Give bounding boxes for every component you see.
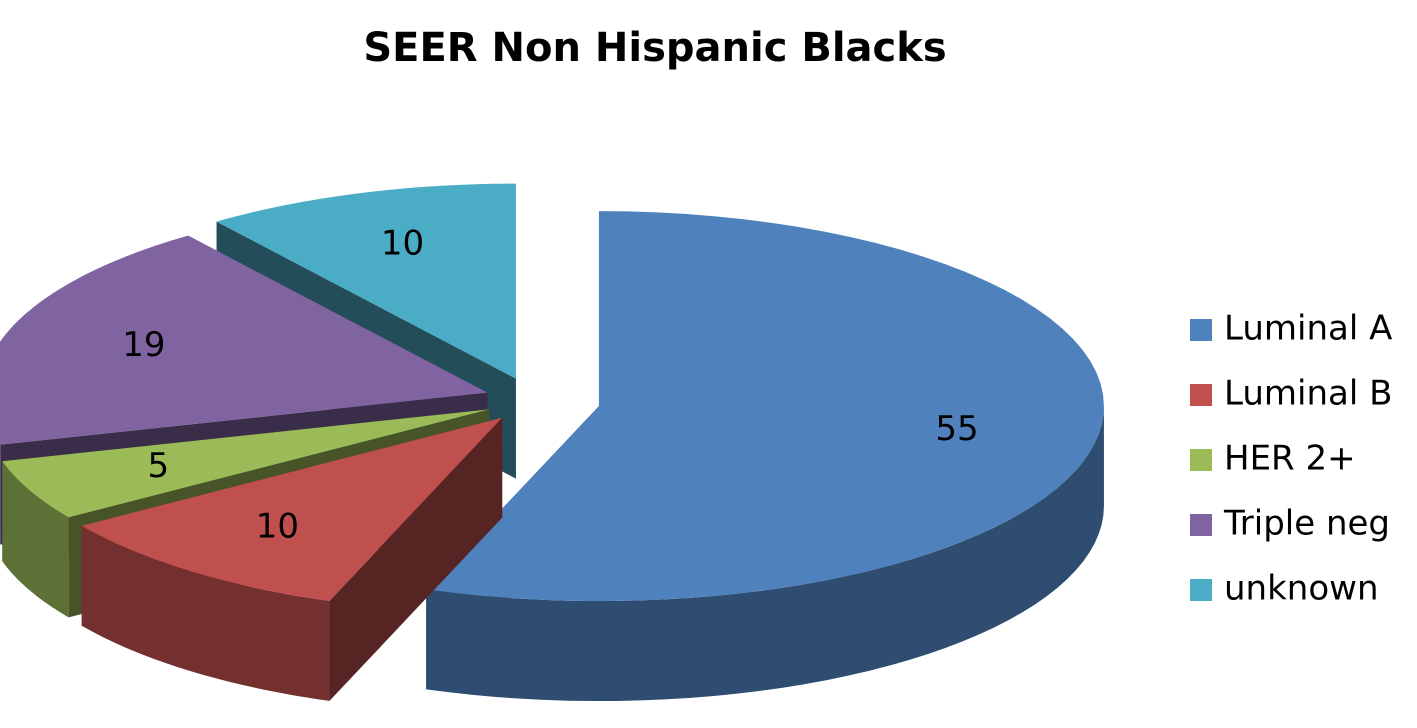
legend-label: Triple neg — [1223, 504, 1390, 544]
slice — [2, 409, 490, 518]
slice — [0, 235, 488, 445]
legend-swatch — [1190, 449, 1212, 471]
legend-label: Luminal B — [1224, 374, 1392, 414]
data-label: 10 — [256, 507, 299, 547]
legend-swatch — [1190, 579, 1212, 601]
data-label: 5 — [148, 446, 170, 486]
slice-side — [426, 406, 1104, 702]
legend-swatch — [1190, 384, 1212, 406]
legend-label: HER 2+ — [1224, 439, 1356, 479]
slice — [81, 417, 503, 601]
chart-title: SEER Non Hispanic Blacks — [363, 25, 946, 71]
legend-label: unknown — [1224, 569, 1379, 609]
data-label: 55 — [935, 409, 978, 449]
data-label: 19 — [122, 325, 165, 365]
data-label: 10 — [381, 224, 424, 264]
slice — [216, 183, 516, 379]
slice-side — [2, 461, 69, 618]
legend-label: Luminal A — [1224, 309, 1392, 349]
slice-side — [0, 443, 1, 545]
legend-swatch — [1190, 514, 1212, 536]
slice — [426, 211, 1104, 602]
legend-swatch — [1190, 319, 1212, 341]
slice-side — [81, 525, 330, 701]
